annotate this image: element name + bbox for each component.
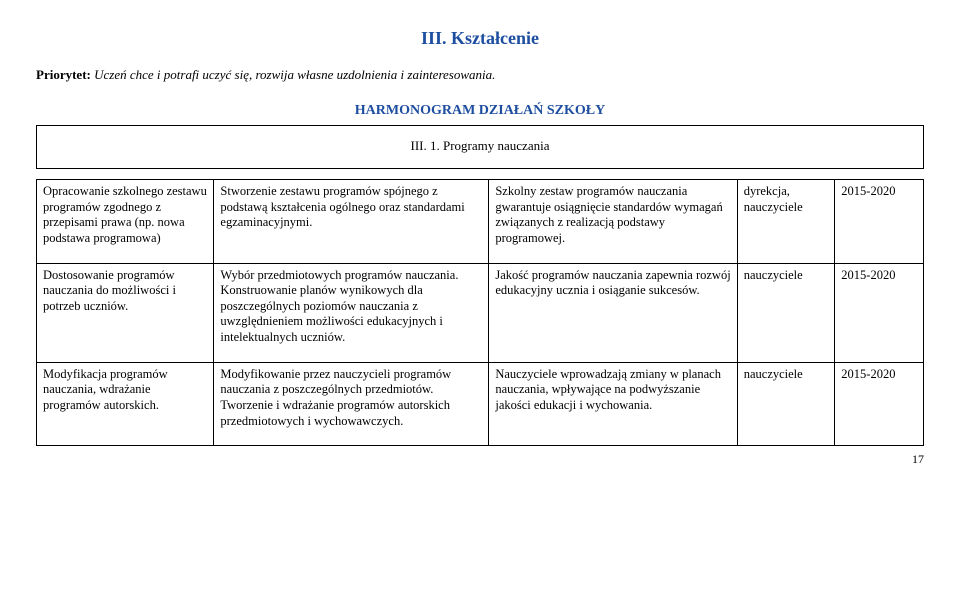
priority-line: Priorytet: Uczeń chce i potrafi uczyć si… bbox=[36, 67, 924, 83]
cell-c2: Wybór przedmiotowych programów nauczania… bbox=[214, 263, 489, 362]
caption-frame: III. 1. Programy nauczania bbox=[36, 125, 924, 169]
page-number: 17 bbox=[36, 452, 924, 467]
cell-c5: 2015-2020 bbox=[835, 362, 924, 446]
priority-text: Uczeń chce i potrafi uczyć się, rozwija … bbox=[94, 67, 495, 82]
priority-label: Priorytet: bbox=[36, 67, 94, 82]
cell-c3: Szkolny zestaw programów nauczania gwara… bbox=[489, 180, 737, 264]
cell-c5: 2015-2020 bbox=[835, 263, 924, 362]
cell-c5: 2015-2020 bbox=[835, 180, 924, 264]
harmonogram-title: HARMONOGRAM DZIAŁAŃ SZKOŁY bbox=[36, 103, 924, 119]
section-title: III. Kształcenie bbox=[36, 28, 924, 49]
table-row: Opracowanie szkolnego zestawu programów … bbox=[37, 180, 924, 264]
programs-table: Opracowanie szkolnego zestawu programów … bbox=[36, 179, 924, 446]
table-row: Modyfikacja programów nauczania, wdrażan… bbox=[37, 362, 924, 446]
cell-c4: nauczyciele bbox=[737, 263, 835, 362]
box-caption: III. 1. Programy nauczania bbox=[45, 138, 915, 154]
cell-c4: nauczyciele bbox=[737, 362, 835, 446]
cell-c2: Stworzenie zestawu programów spójnego z … bbox=[214, 180, 489, 264]
cell-c1: Modyfikacja programów nauczania, wdrażan… bbox=[37, 362, 214, 446]
cell-c4: dyrekcja, nauczyciele bbox=[737, 180, 835, 264]
cell-c2: Modyfikowanie przez nauczycieli programó… bbox=[214, 362, 489, 446]
table-row: Dostosowanie programów nauczania do możl… bbox=[37, 263, 924, 362]
cell-c3: Jakość programów nauczania zapewnia rozw… bbox=[489, 263, 737, 362]
cell-c1: Opracowanie szkolnego zestawu programów … bbox=[37, 180, 214, 264]
cell-c3: Nauczyciele wprowadzają zmiany w planach… bbox=[489, 362, 737, 446]
cell-c1: Dostosowanie programów nauczania do możl… bbox=[37, 263, 214, 362]
